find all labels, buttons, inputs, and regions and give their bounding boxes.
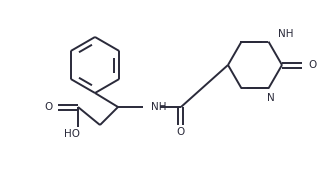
Text: NH: NH	[278, 29, 294, 39]
Text: NH: NH	[151, 102, 167, 112]
Text: O: O	[45, 102, 53, 112]
Text: HO: HO	[64, 129, 80, 139]
Text: O: O	[177, 127, 185, 137]
Text: N: N	[267, 93, 274, 103]
Text: O: O	[308, 60, 316, 70]
